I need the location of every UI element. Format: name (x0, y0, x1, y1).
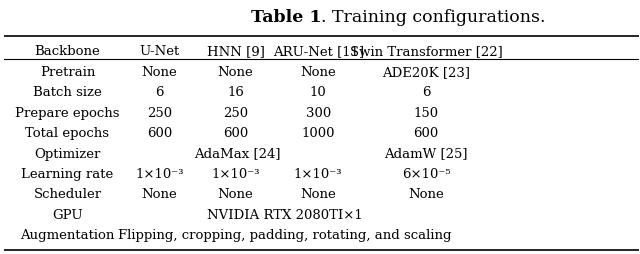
Text: 600: 600 (413, 127, 438, 140)
Text: Learning rate: Learning rate (21, 167, 114, 180)
Text: Flipping, cropping, padding, rotating, and scaling: Flipping, cropping, padding, rotating, a… (118, 228, 452, 241)
Text: 6×10⁻⁵: 6×10⁻⁵ (402, 167, 451, 180)
Text: None: None (408, 188, 444, 201)
Text: None: None (141, 188, 177, 201)
Text: None: None (141, 66, 177, 78)
Text: Optimizer: Optimizer (35, 147, 100, 160)
Text: GPU: GPU (52, 208, 83, 221)
Text: 10: 10 (310, 86, 326, 99)
Text: 1000: 1000 (301, 127, 335, 140)
Text: Prepare epochs: Prepare epochs (15, 106, 120, 119)
Text: 250: 250 (147, 106, 172, 119)
Text: Augmentation: Augmentation (20, 228, 115, 241)
Text: Pretrain: Pretrain (40, 66, 95, 78)
Text: 16: 16 (227, 86, 244, 99)
Text: ARU-Net [11]: ARU-Net [11] (273, 45, 364, 58)
Text: 300: 300 (305, 106, 331, 119)
Text: 1×10⁻³: 1×10⁻³ (211, 167, 260, 180)
Text: HNN [9]: HNN [9] (207, 45, 264, 58)
Text: 600: 600 (223, 127, 248, 140)
Text: None: None (218, 66, 253, 78)
Text: 1×10⁻³: 1×10⁻³ (294, 167, 342, 180)
Text: Table 1: Table 1 (251, 9, 321, 26)
Text: Swin Transformer [22]: Swin Transformer [22] (349, 45, 502, 58)
Text: AdaMax [24]: AdaMax [24] (195, 147, 281, 160)
Text: 600: 600 (147, 127, 172, 140)
Text: Scheduler: Scheduler (33, 188, 102, 201)
Text: None: None (218, 188, 253, 201)
Text: ADE20K [23]: ADE20K [23] (382, 66, 470, 78)
Text: 250: 250 (223, 106, 248, 119)
Text: Batch size: Batch size (33, 86, 102, 99)
Text: 6: 6 (156, 86, 164, 99)
Text: . Training configurations.: . Training configurations. (321, 9, 546, 26)
Text: 1×10⁻³: 1×10⁻³ (135, 167, 184, 180)
Text: None: None (300, 66, 336, 78)
Text: None: None (300, 188, 336, 201)
Text: U-Net: U-Net (140, 45, 180, 58)
Text: Total epochs: Total epochs (26, 127, 109, 140)
Text: AdamW [25]: AdamW [25] (384, 147, 468, 160)
Text: Backbone: Backbone (35, 45, 100, 58)
Text: 150: 150 (413, 106, 438, 119)
Text: NVIDIA RTX 2080TI×1: NVIDIA RTX 2080TI×1 (207, 208, 363, 221)
Text: 6: 6 (422, 86, 430, 99)
